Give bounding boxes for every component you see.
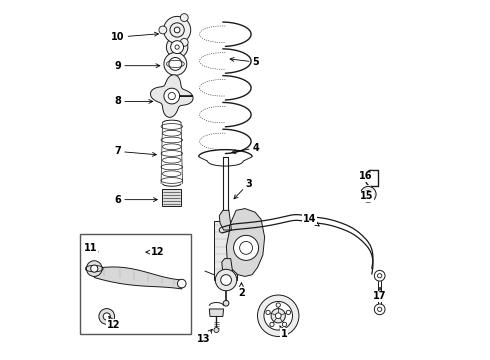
Polygon shape	[163, 189, 181, 206]
Circle shape	[234, 235, 259, 260]
Text: 10: 10	[111, 32, 158, 42]
Text: 17: 17	[373, 288, 387, 301]
Text: 11: 11	[84, 243, 98, 253]
Circle shape	[177, 279, 186, 288]
Circle shape	[164, 17, 191, 44]
Circle shape	[99, 309, 115, 324]
Circle shape	[374, 270, 385, 281]
Circle shape	[240, 242, 252, 254]
Circle shape	[271, 309, 285, 323]
Polygon shape	[226, 208, 265, 276]
Circle shape	[164, 53, 187, 75]
Bar	[80, 234, 191, 334]
Circle shape	[266, 310, 270, 315]
Circle shape	[175, 45, 179, 49]
Text: 6: 6	[115, 195, 157, 204]
Circle shape	[270, 322, 274, 327]
Circle shape	[286, 310, 291, 315]
Circle shape	[103, 313, 110, 320]
Circle shape	[220, 275, 231, 285]
Circle shape	[174, 27, 180, 33]
Text: 9: 9	[115, 61, 160, 71]
Text: 13: 13	[197, 329, 212, 344]
Text: 3: 3	[234, 179, 252, 199]
Circle shape	[214, 328, 219, 333]
Circle shape	[180, 39, 188, 46]
Polygon shape	[214, 221, 237, 280]
Circle shape	[365, 191, 372, 198]
Circle shape	[180, 14, 188, 22]
Text: 12: 12	[146, 247, 164, 257]
Circle shape	[170, 23, 184, 37]
Text: 8: 8	[115, 96, 153, 107]
Circle shape	[360, 186, 376, 202]
Circle shape	[215, 269, 237, 291]
Polygon shape	[366, 185, 371, 203]
Text: 4: 4	[232, 143, 259, 154]
Text: 5: 5	[230, 57, 259, 67]
Circle shape	[167, 36, 188, 58]
Circle shape	[91, 265, 98, 272]
Polygon shape	[222, 258, 232, 273]
Circle shape	[377, 274, 382, 278]
Circle shape	[169, 58, 182, 70]
Text: 16: 16	[359, 171, 372, 181]
Circle shape	[159, 26, 167, 34]
Text: 2: 2	[238, 283, 245, 297]
Circle shape	[282, 322, 287, 327]
Text: 1: 1	[280, 326, 288, 339]
Polygon shape	[94, 267, 182, 289]
Circle shape	[86, 261, 102, 276]
Circle shape	[168, 93, 175, 100]
Text: 15: 15	[360, 191, 373, 201]
Circle shape	[258, 295, 299, 337]
Circle shape	[264, 301, 293, 330]
Circle shape	[276, 303, 280, 307]
Polygon shape	[150, 75, 193, 117]
Polygon shape	[220, 210, 231, 230]
Text: 7: 7	[115, 147, 156, 157]
Text: 14: 14	[302, 214, 319, 226]
Circle shape	[275, 313, 281, 319]
Circle shape	[171, 41, 184, 54]
Polygon shape	[209, 309, 223, 316]
Circle shape	[374, 304, 385, 315]
Circle shape	[223, 300, 229, 306]
Circle shape	[377, 307, 382, 311]
Text: 12: 12	[107, 316, 120, 330]
